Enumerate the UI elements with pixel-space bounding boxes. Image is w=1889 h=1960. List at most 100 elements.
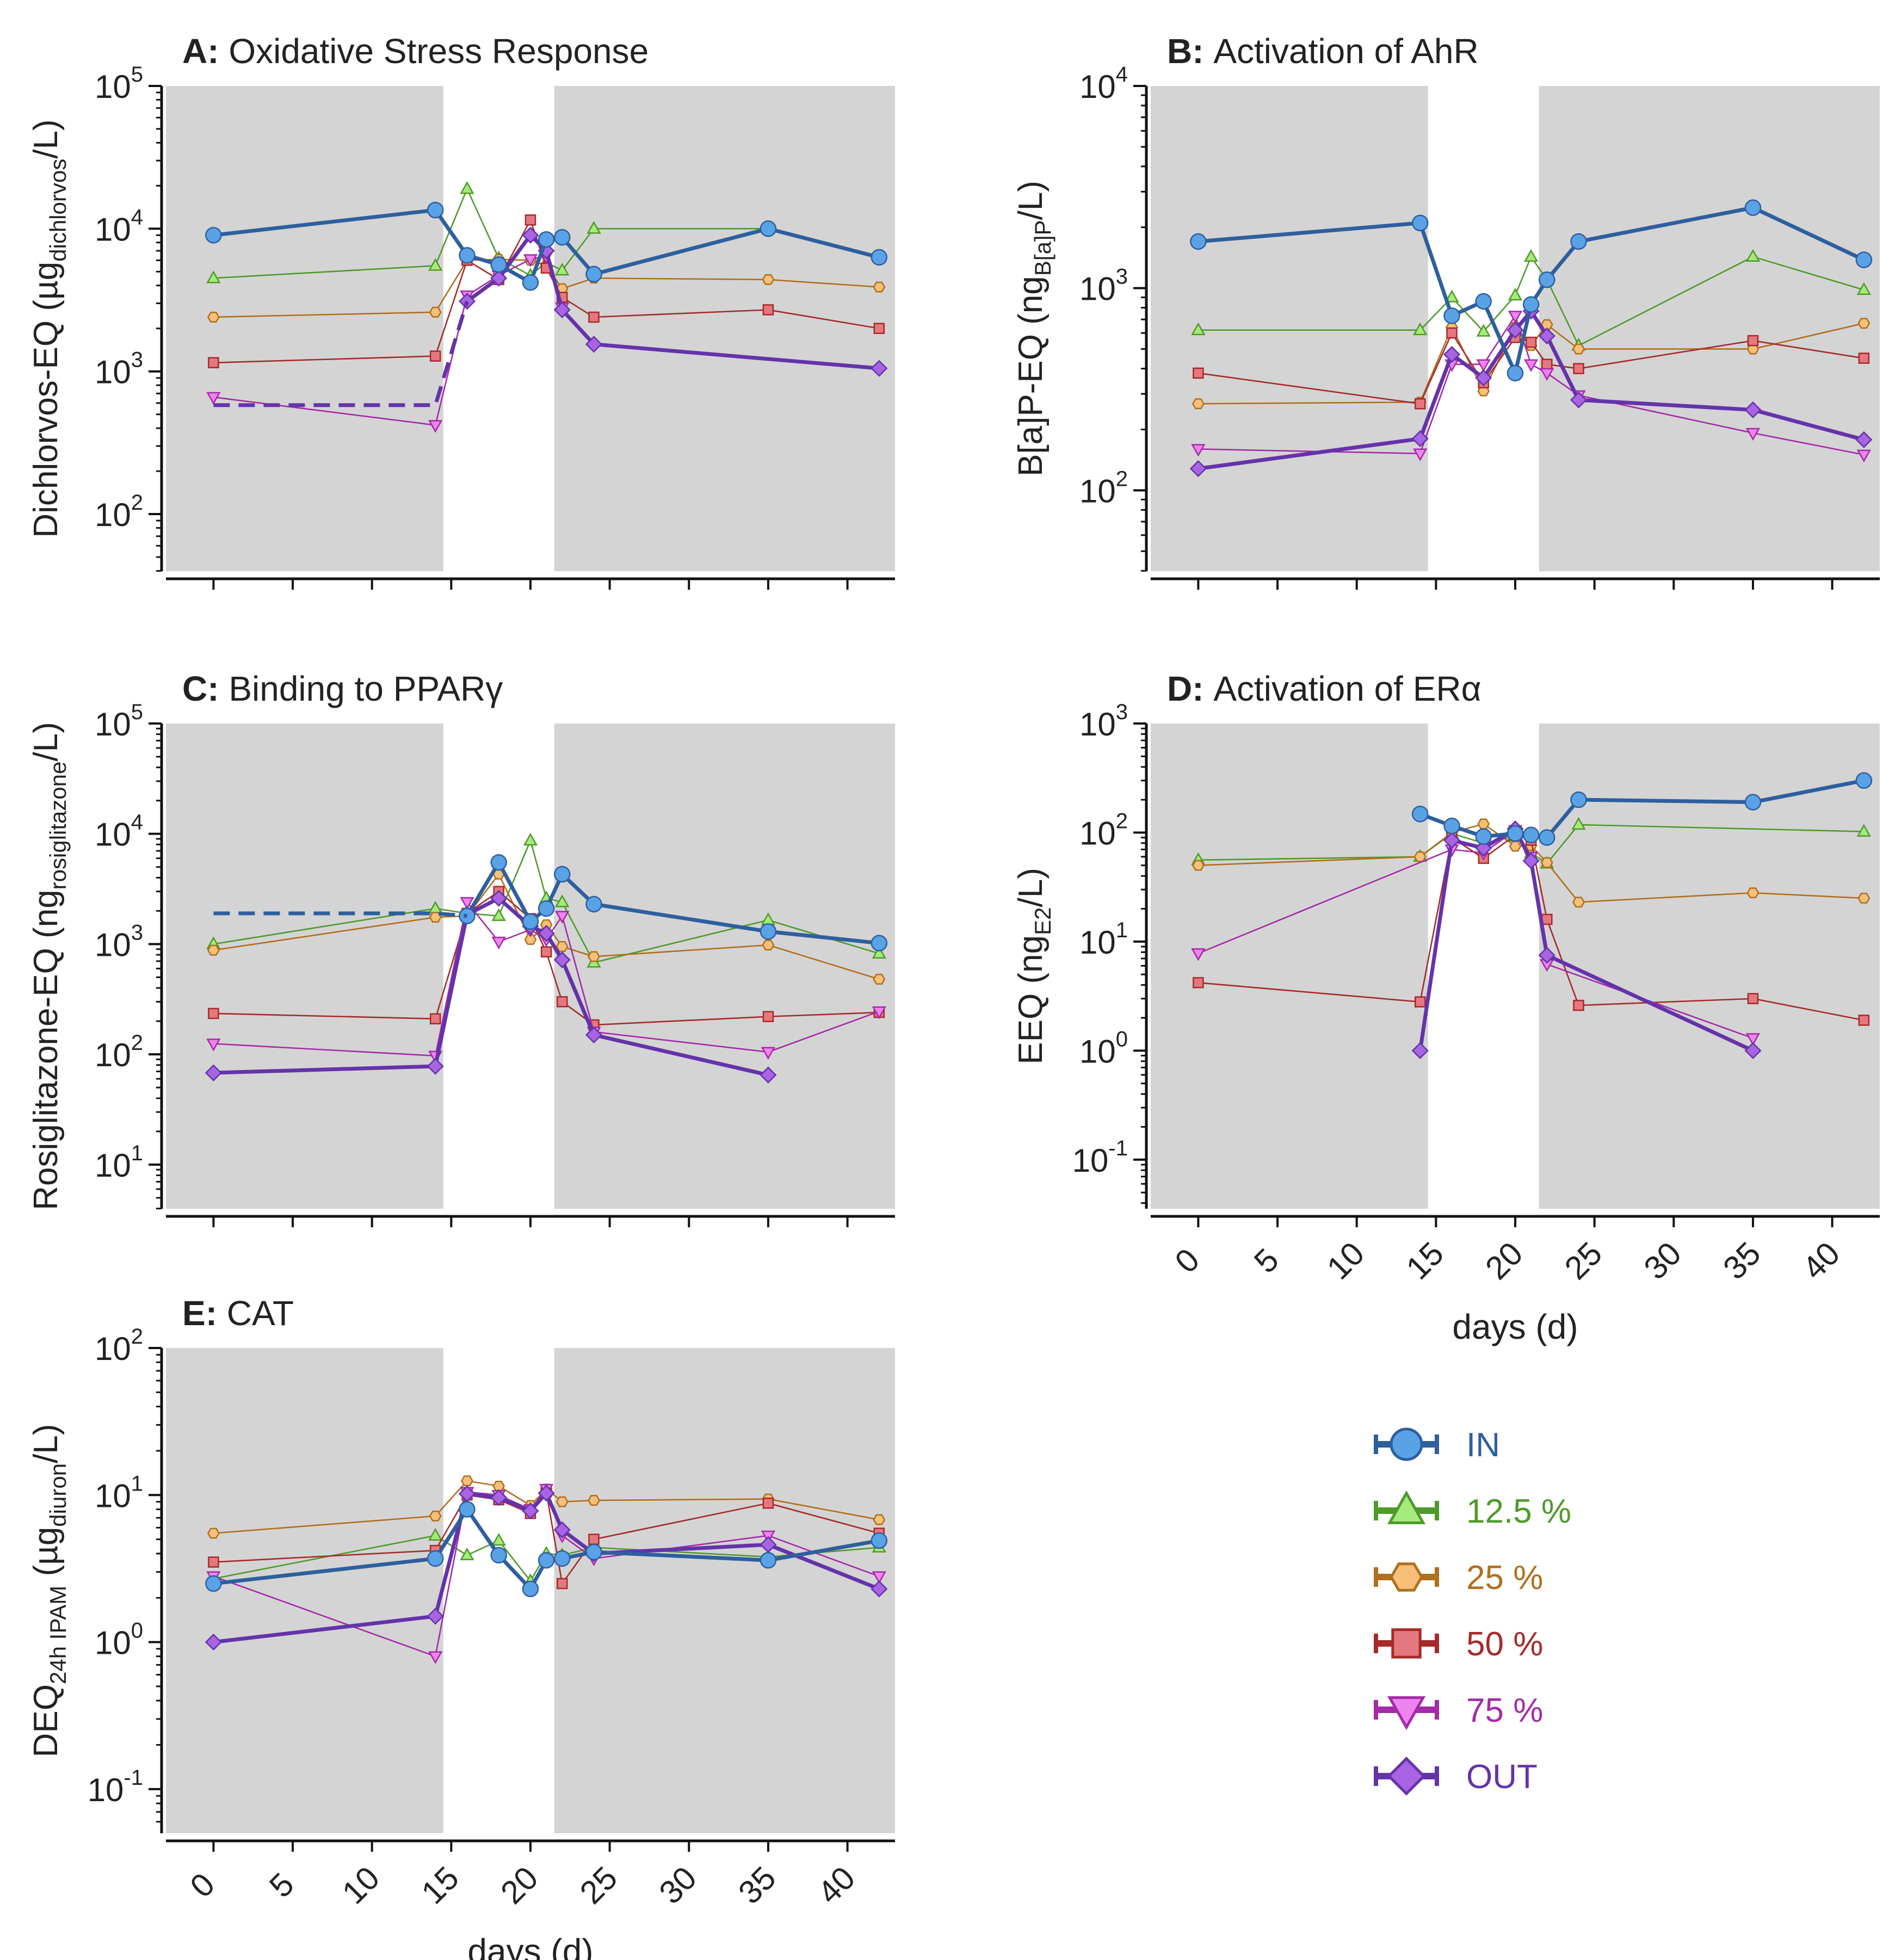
- series-line: [213, 901, 880, 1057]
- data-point: [207, 944, 220, 956]
- data-point: [1539, 829, 1555, 846]
- x-tick-label: 20: [493, 1859, 545, 1911]
- legend-marker: [1390, 1427, 1423, 1461]
- data-point: [1443, 345, 1461, 363]
- shaded-period-1: [1151, 86, 1428, 571]
- data-point: [1572, 343, 1585, 355]
- shaded-period-1: [166, 86, 443, 571]
- data-point: [1539, 271, 1555, 288]
- data-point: [1745, 428, 1761, 441]
- data-point: [1541, 913, 1553, 925]
- data-point: [490, 854, 507, 871]
- x-tick-label: 30: [1637, 1235, 1689, 1287]
- data-point: [522, 1502, 539, 1520]
- series-line: [1198, 206, 1865, 375]
- y-tick-label: 105: [95, 63, 143, 105]
- data-point: [429, 1510, 442, 1522]
- series-line: [213, 1535, 879, 1582]
- data-point: [490, 269, 508, 287]
- y-tick-label: 102: [95, 1325, 143, 1367]
- panel-title: D: Activation of ERα: [1167, 669, 1481, 708]
- data-point: [1573, 363, 1584, 374]
- data-point: [1744, 1042, 1762, 1059]
- data-point: [588, 951, 600, 962]
- data-point: [588, 1495, 600, 1506]
- data-point: [1855, 251, 1873, 268]
- series-in: [1411, 772, 1873, 846]
- y-tick-label: 100: [1079, 1027, 1128, 1069]
- data-point: [1475, 839, 1492, 857]
- legend-item: 12.5 %: [1374, 1490, 1571, 1530]
- data-point: [1855, 772, 1873, 789]
- data-point: [491, 936, 506, 950]
- data-point: [1540, 857, 1553, 868]
- data-point: [461, 1475, 473, 1487]
- panel-title: B: Activation of AhR: [1167, 32, 1479, 71]
- data-point: [1570, 233, 1587, 250]
- y-tick-label: 10-1: [1072, 1136, 1128, 1179]
- data-point: [762, 274, 775, 285]
- data-point: [1856, 449, 1872, 462]
- data-point: [1414, 398, 1426, 410]
- data-point: [557, 1578, 568, 1590]
- data-point: [207, 1528, 220, 1539]
- y-tick-label: 101: [95, 1141, 143, 1184]
- x-tick-label: 5: [1247, 1241, 1286, 1280]
- y-tick-label: 103: [95, 920, 143, 963]
- series-in: [205, 1501, 888, 1598]
- data-point: [555, 911, 570, 924]
- series-in: [459, 854, 888, 951]
- data-point: [205, 1634, 222, 1651]
- data-point: [1475, 293, 1492, 310]
- series-line: [213, 1507, 880, 1591]
- data-point: [459, 247, 476, 264]
- data-point: [1522, 296, 1540, 313]
- data-point: [1191, 322, 1206, 336]
- data-point: [1744, 199, 1762, 217]
- series-line: [1197, 309, 1865, 471]
- legend-marker: [1387, 1696, 1426, 1730]
- x-tick-label: 10: [1320, 1235, 1372, 1287]
- data-point: [458, 293, 476, 310]
- x-tick-label: 20: [1478, 1235, 1530, 1287]
- shaded-period-1: [166, 1348, 443, 1833]
- data-point: [205, 1575, 222, 1592]
- data-point: [1744, 401, 1762, 419]
- data-point: [588, 311, 600, 323]
- data-point: [873, 281, 886, 293]
- data-point: [762, 939, 775, 951]
- x-tick-label: 15: [415, 1859, 466, 1911]
- data-point: [428, 258, 443, 271]
- data-point: [205, 1064, 222, 1081]
- panel-e: 10-1 100 101 102 0 5 10 15 20 25 30 35 40 days (d) E: …: [27, 1294, 895, 1960]
- data-point: [491, 1532, 506, 1546]
- x-tick-label: 30: [652, 1859, 704, 1911]
- legend-label: OUT: [1466, 1758, 1538, 1796]
- shaded-period-1: [1151, 724, 1428, 1209]
- data-point: [427, 201, 444, 219]
- shaded-period-2: [554, 724, 895, 1209]
- y-axis-label: B[a]P-EQ (ngB[a]P/L): [1012, 181, 1055, 477]
- data-point: [428, 1651, 443, 1664]
- data-point: [538, 1485, 555, 1502]
- data-point: [522, 913, 539, 930]
- data-point: [540, 946, 552, 958]
- panel-c: 101 102 103 104 105 C: Binding to PPARγ Rosigl…: [27, 669, 895, 1227]
- data-point: [1476, 324, 1491, 337]
- legend-label: 75 %: [1466, 1692, 1543, 1729]
- data-point: [1413, 851, 1427, 862]
- x-tick-label: 0: [1168, 1241, 1206, 1280]
- data-point: [588, 1534, 600, 1545]
- data-point: [1541, 358, 1553, 370]
- data-point: [760, 220, 777, 237]
- y-tick-label: 101: [95, 1471, 143, 1514]
- legend-item: 25 %: [1374, 1559, 1543, 1597]
- data-point: [1857, 318, 1871, 329]
- data-point: [490, 256, 507, 273]
- legend-item: 50 %: [1374, 1625, 1543, 1663]
- data-point: [1475, 369, 1492, 387]
- data-point: [1411, 214, 1429, 232]
- x-tick-label: 25: [1558, 1235, 1609, 1287]
- data-point: [429, 912, 442, 923]
- y-tick-label: 101: [1079, 918, 1128, 961]
